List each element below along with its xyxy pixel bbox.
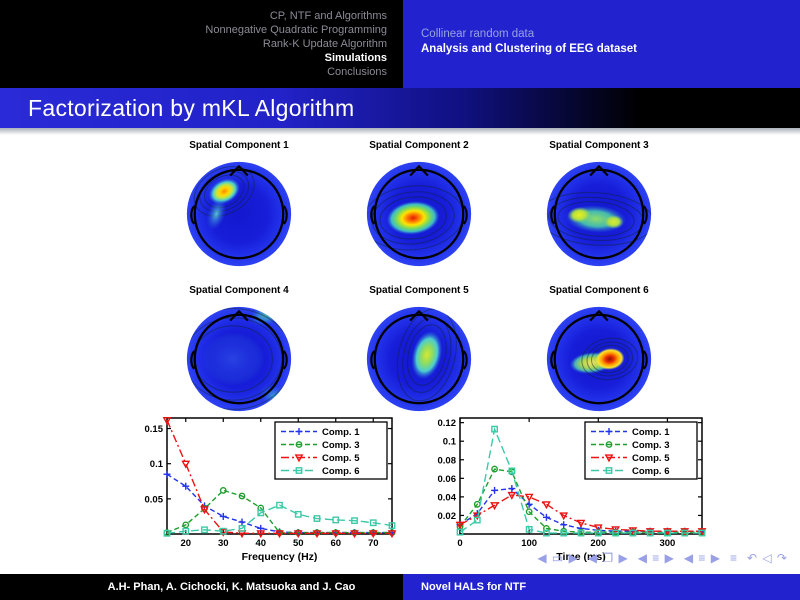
svg-text:Comp. 5: Comp. 5 bbox=[322, 453, 360, 464]
svg-text:Time (ms): Time (ms) bbox=[556, 551, 605, 562]
svg-text:200: 200 bbox=[590, 538, 606, 549]
topo-map-2 bbox=[366, 161, 472, 267]
frequency-chart: 20 30 40 50 60 70 0.05 0.1 0.15 Frequency (Hz) Com… bbox=[133, 412, 398, 567]
topo-component-3: Spatial Component 3 bbox=[538, 140, 660, 276]
topo-component-2: Spatial Component 2 bbox=[358, 140, 480, 276]
svg-text:Comp. 3: Comp. 3 bbox=[632, 440, 669, 451]
topo-map-1 bbox=[186, 161, 292, 267]
header-nav-sections: CP, NTF and Algorithms Nonnegative Quadra… bbox=[0, 0, 403, 88]
svg-text:Comp. 1: Comp. 1 bbox=[632, 427, 670, 438]
topo-title-2: Spatial Component 2 bbox=[369, 140, 469, 151]
topo-title-6: Spatial Component 6 bbox=[549, 285, 649, 296]
svg-text:300: 300 bbox=[659, 538, 675, 549]
nav-section-3[interactable]: Simulations bbox=[324, 52, 387, 64]
svg-text:60: 60 bbox=[330, 538, 341, 549]
beamer-nav-symbol-5[interactable]: ↶ ◁ ↷ bbox=[746, 551, 788, 565]
beamer-nav-symbol-0[interactable]: ◀ ▭ ▶ bbox=[537, 551, 579, 565]
svg-text:Comp. 1: Comp. 1 bbox=[322, 427, 360, 438]
beamer-nav-symbol-2[interactable]: ◀ ≡ ▶ bbox=[637, 551, 675, 565]
svg-text:Comp. 6: Comp. 6 bbox=[632, 466, 669, 477]
header-nav-subsections: Collinear random data Analysis and Cluste… bbox=[403, 0, 800, 88]
svg-text:20: 20 bbox=[180, 538, 191, 549]
beamer-nav-symbol-4[interactable]: ≡ bbox=[729, 551, 738, 565]
svg-text:0.1: 0.1 bbox=[150, 459, 164, 470]
nav-section-0[interactable]: CP, NTF and Algorithms bbox=[269, 10, 387, 22]
beamer-navigation-symbols: ◀ ▭ ▶ ◀ ❐ ▶ ◀ ≡ ▶ ◀ ≡ ▶ ≡ ↶ ◁ ↷ bbox=[537, 551, 788, 565]
svg-text:100: 100 bbox=[521, 538, 537, 549]
footer-authors: A.H- Phan, A. Cichocki, K. Matsuoka and … bbox=[0, 574, 403, 600]
nav-subsection-0[interactable]: Collinear random data bbox=[421, 28, 535, 40]
header: CP, NTF and Algorithms Nonnegative Quadra… bbox=[0, 0, 800, 88]
svg-text:0.05: 0.05 bbox=[145, 494, 164, 505]
footer: A.H- Phan, A. Cichocki, K. Matsuoka and … bbox=[0, 574, 800, 600]
svg-text:0.08: 0.08 bbox=[438, 455, 457, 466]
nav-section-4[interactable]: Conclusions bbox=[327, 66, 387, 78]
topo-title-1: Spatial Component 1 bbox=[189, 140, 289, 151]
svg-text:0.15: 0.15 bbox=[145, 424, 164, 435]
svg-text:70: 70 bbox=[368, 538, 379, 549]
beamer-nav-symbol-3[interactable]: ◀ ≡ ▶ bbox=[683, 551, 721, 565]
topo-map-4 bbox=[186, 306, 292, 412]
svg-text:Frequency (Hz): Frequency (Hz) bbox=[242, 551, 318, 562]
topo-map-6 bbox=[546, 306, 652, 412]
title-bar-shadow bbox=[0, 128, 800, 135]
beamer-nav-symbol-1[interactable]: ◀ ❐ ▶ bbox=[587, 551, 629, 565]
slide-title: Factorization by mKL Algorithm bbox=[28, 94, 355, 121]
topo-title-5: Spatial Component 5 bbox=[369, 285, 469, 296]
svg-text:0.1: 0.1 bbox=[443, 437, 457, 448]
svg-text:0.02: 0.02 bbox=[438, 511, 457, 522]
time-chart: 0 100 200 300 0.02 0.04 0.06 0.08 0.1 0.12 Time (m… bbox=[430, 412, 708, 567]
nav-subsection-1[interactable]: Analysis and Clustering of EEG dataset bbox=[421, 43, 637, 55]
svg-text:40: 40 bbox=[255, 538, 266, 549]
svg-text:Comp. 5: Comp. 5 bbox=[632, 453, 670, 464]
topo-component-4: Spatial Component 4 bbox=[178, 285, 300, 421]
topo-map-3 bbox=[546, 161, 652, 267]
svg-text:0.06: 0.06 bbox=[438, 474, 457, 485]
topo-title-3: Spatial Component 3 bbox=[549, 140, 649, 151]
nav-section-1[interactable]: Nonnegative Quadratic Programming bbox=[205, 24, 387, 36]
footer-short-title: Novel HALS for NTF bbox=[403, 574, 800, 600]
svg-text:0: 0 bbox=[457, 538, 462, 549]
svg-text:Comp. 3: Comp. 3 bbox=[322, 440, 359, 451]
topo-component-5: Spatial Component 5 bbox=[358, 285, 480, 421]
svg-text:Comp. 6: Comp. 6 bbox=[322, 466, 359, 477]
svg-text:30: 30 bbox=[218, 538, 229, 549]
topo-component-1: Spatial Component 1 bbox=[178, 140, 300, 276]
topo-title-4: Spatial Component 4 bbox=[189, 285, 289, 296]
svg-text:0.04: 0.04 bbox=[438, 492, 457, 503]
svg-text:0.12: 0.12 bbox=[438, 418, 457, 429]
topo-component-6: Spatial Component 6 bbox=[538, 285, 660, 421]
nav-section-2[interactable]: Rank-K Update Algorithm bbox=[262, 38, 387, 50]
svg-text:50: 50 bbox=[293, 538, 304, 549]
title-bar: Factorization by mKL Algorithm bbox=[0, 88, 800, 128]
topo-map-5 bbox=[366, 306, 472, 412]
